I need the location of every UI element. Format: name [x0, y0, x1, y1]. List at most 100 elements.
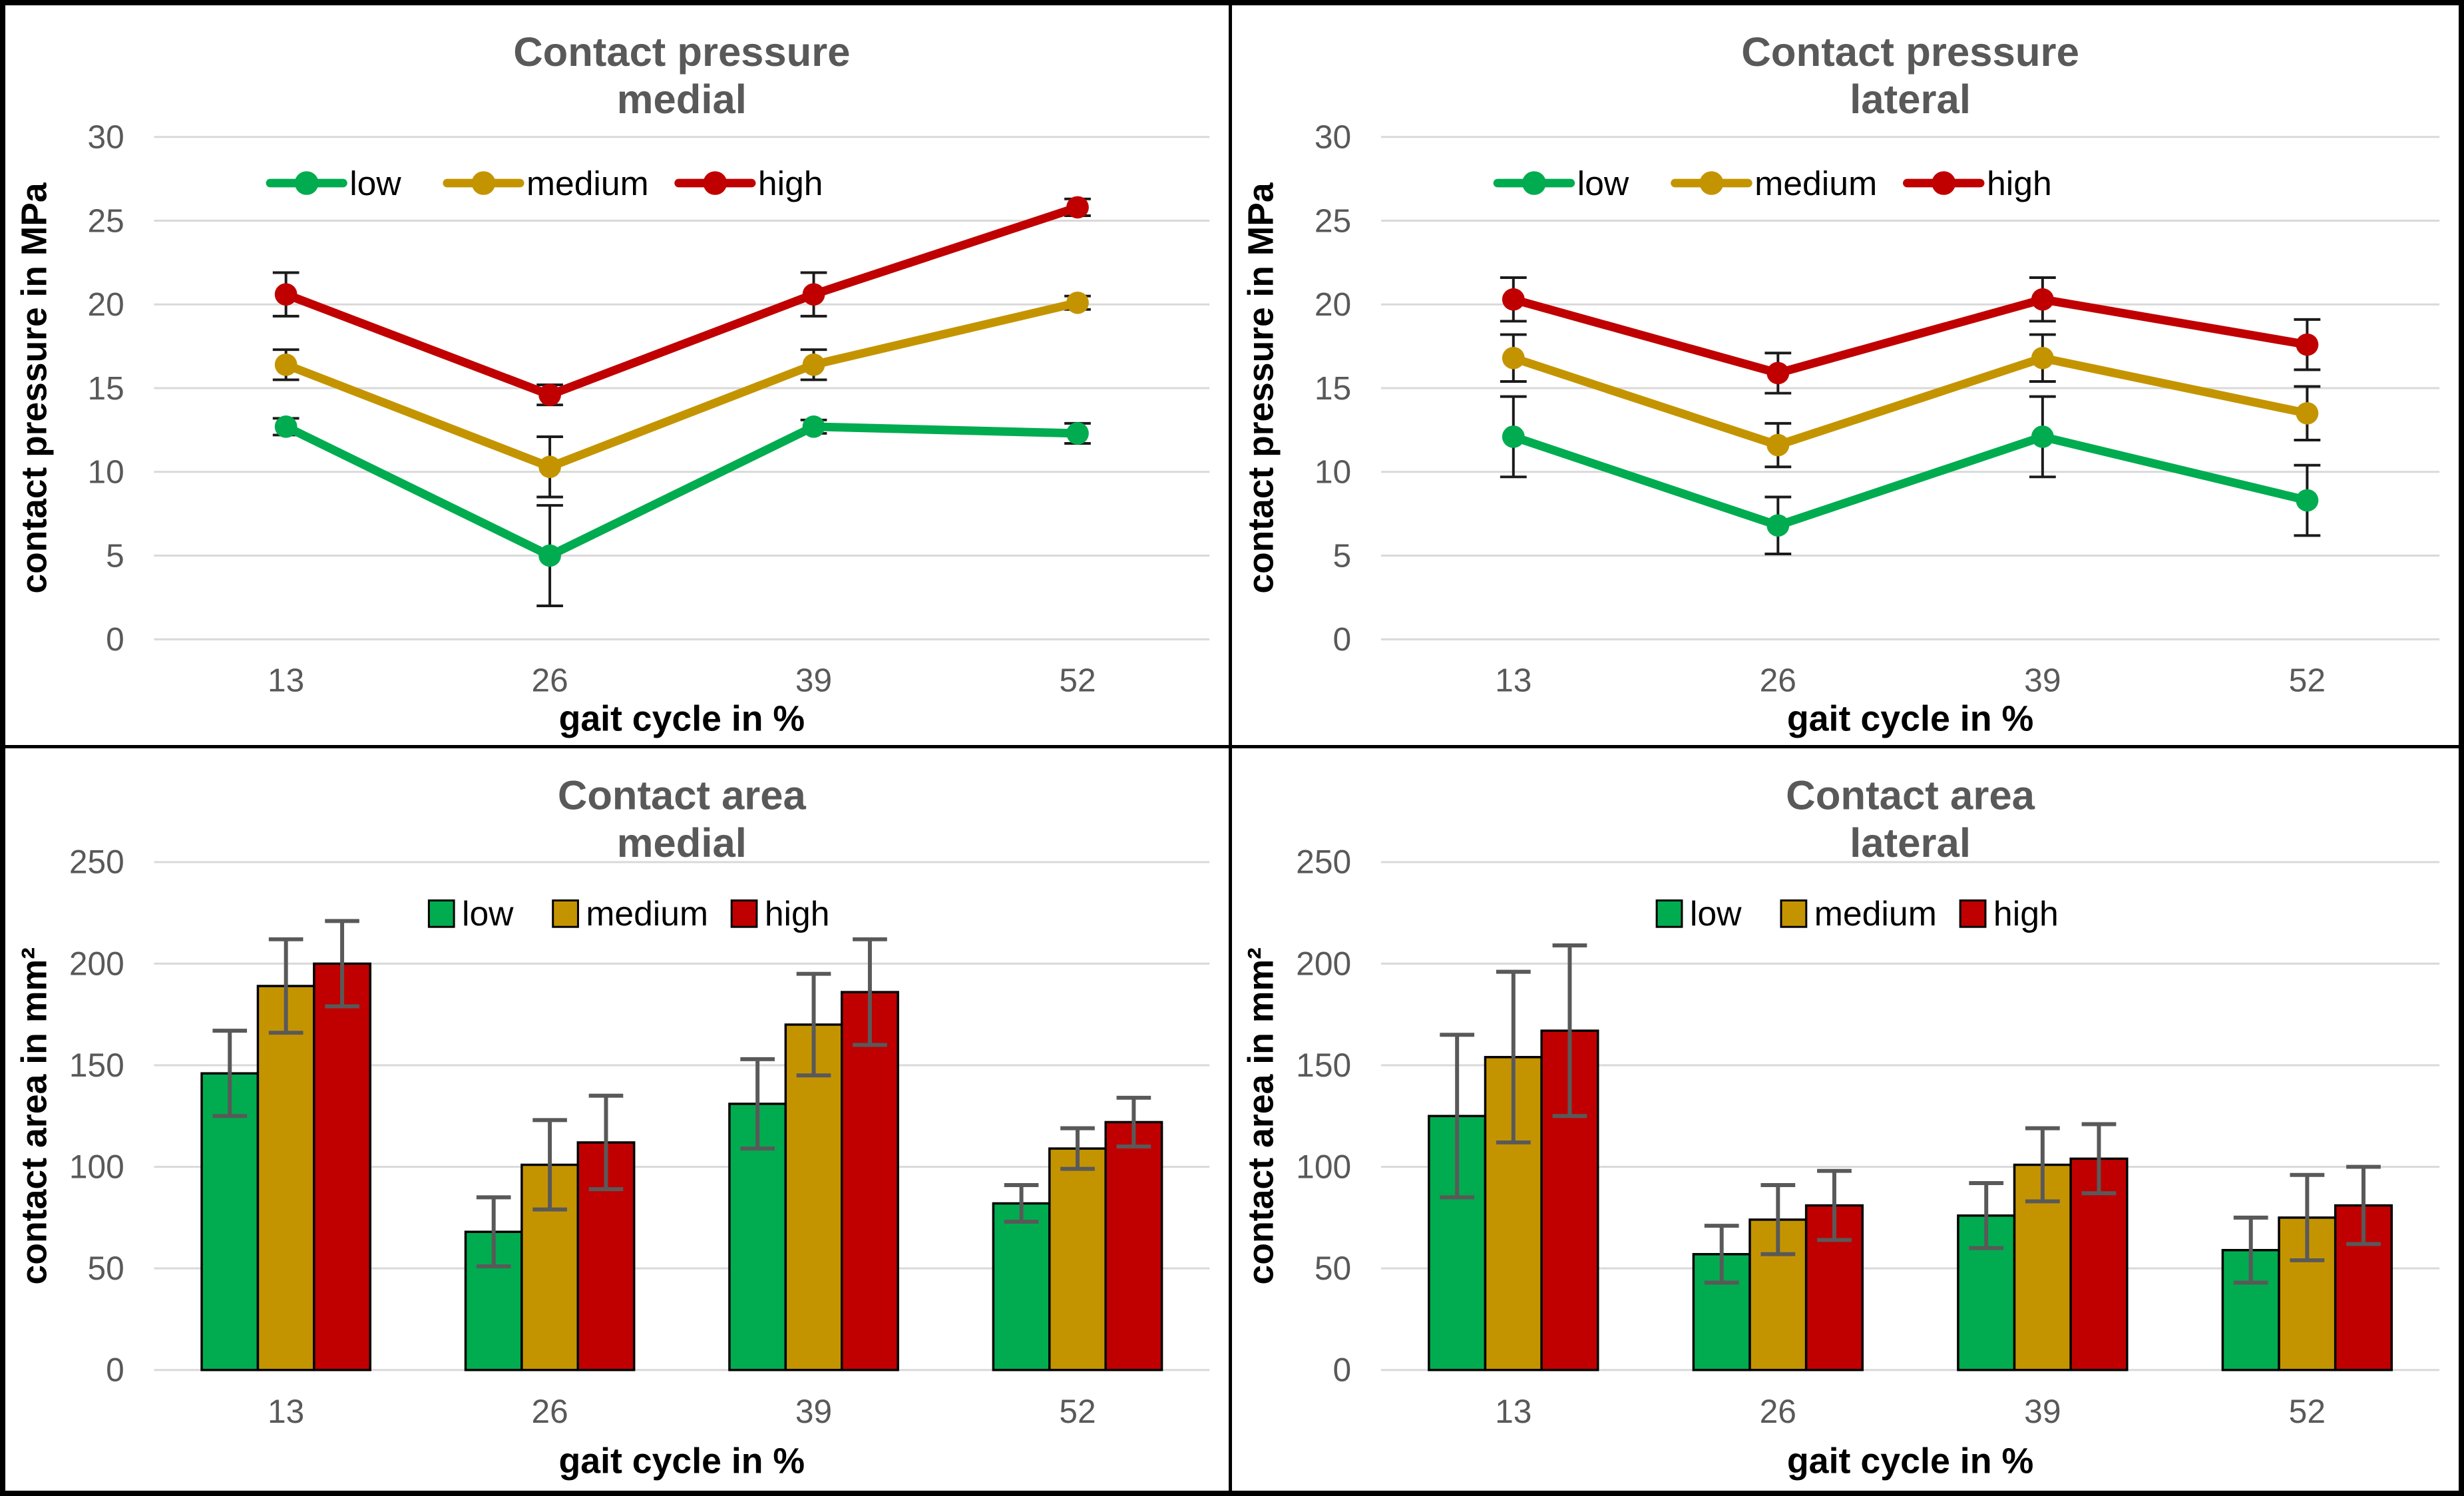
x-tick-label: 13 — [268, 1393, 304, 1430]
bar-high — [840, 990, 899, 1371]
series-line-low — [1509, 432, 2312, 530]
error-bar — [2081, 1122, 2117, 1195]
legend-item: high — [1959, 894, 2059, 933]
x-tick-label: 26 — [531, 1393, 568, 1430]
error-bar — [1496, 969, 1531, 1144]
error-bar — [796, 971, 831, 1077]
series-line-high — [282, 202, 1082, 399]
error-bar — [1704, 1223, 1739, 1284]
error-bar — [2025, 1126, 2060, 1203]
error-bar — [2233, 1215, 2268, 1284]
legend-marker — [294, 171, 319, 195]
bar-medium — [256, 984, 315, 1371]
series-line-low — [282, 422, 1082, 560]
chart-title-line1: Contact pressure — [513, 29, 850, 75]
y-tick-label: 150 — [69, 1046, 124, 1083]
bar-medium — [1048, 1146, 1107, 1371]
error-bar — [1116, 1095, 1151, 1148]
data-point-high — [1066, 196, 1089, 219]
legend-label: high — [1993, 894, 2059, 933]
legend-label: low — [349, 164, 401, 202]
series-line-high — [1509, 295, 2312, 377]
chart-title-line1: Contact area — [1786, 772, 2035, 818]
legend-label: low — [1690, 894, 1742, 933]
x-tick-label: 26 — [531, 662, 568, 698]
y-tick-label: 5 — [106, 537, 124, 574]
error-bar — [588, 1093, 624, 1191]
error-bar — [268, 937, 304, 1035]
x-tick-label: 39 — [795, 1393, 832, 1430]
bar-high — [1104, 1121, 1163, 1371]
y-axis-label: contact area in mm² — [15, 947, 55, 1284]
x-tick-label: 13 — [268, 662, 304, 698]
y-tick-label: 150 — [1296, 1046, 1351, 1083]
data-point-high — [1766, 362, 1790, 385]
legend-marker — [1932, 171, 1956, 195]
y-axis-label: contact pressure in MPa — [15, 182, 54, 593]
legend-label: medium — [1814, 894, 1937, 933]
data-point-high — [1502, 288, 1525, 311]
legend-swatch — [552, 899, 579, 928]
y-axis-label: contact pressure in MPa — [1241, 182, 1281, 593]
error-bar — [212, 1028, 248, 1118]
y-tick-label: 20 — [88, 286, 124, 323]
legend-marker — [471, 171, 496, 195]
error-bar — [1552, 943, 1587, 1118]
series-line-medium — [282, 298, 1082, 471]
x-tick-label: 13 — [1495, 1393, 1532, 1430]
x-tick-label: 39 — [2024, 662, 2061, 699]
error-bar — [325, 918, 359, 1008]
legend-label: low — [1577, 164, 1629, 202]
x-tick-label: 39 — [2024, 1393, 2061, 1430]
legend-marker — [703, 171, 727, 195]
x-tick-label: 52 — [1059, 1393, 1096, 1430]
chart-title-line1: Contact pressure — [1741, 29, 2079, 75]
data-point-low — [2031, 425, 2054, 448]
data-point-medium — [274, 354, 298, 376]
data-point-high — [2296, 333, 2319, 356]
y-tick-label: 30 — [88, 119, 124, 156]
data-point-medium — [2031, 346, 2054, 370]
legend-item: high — [730, 894, 829, 933]
data-point-medium — [1066, 291, 1089, 314]
series-line-medium — [1509, 354, 2312, 449]
chart-title-line1: Contact area — [558, 772, 807, 818]
data-point-low — [2296, 489, 2319, 512]
legend-swatch — [1959, 899, 1987, 928]
y-tick-label: 50 — [1315, 1250, 1351, 1287]
data-point-low — [1766, 514, 1790, 537]
x-tick-label: 52 — [2289, 1393, 2326, 1430]
data-point-low — [1502, 425, 1525, 448]
panel-background — [5, 5, 1229, 745]
panel-background — [1232, 5, 2459, 745]
panel-background — [1232, 748, 2459, 1491]
x-tick-label: 26 — [1760, 662, 1796, 699]
legend-swatch — [427, 899, 455, 928]
y-tick-label: 200 — [1296, 945, 1351, 982]
legend-swatch — [1780, 899, 1808, 928]
x-tick-label: 52 — [1059, 662, 1096, 698]
x-axis-label: gait cycle in % — [559, 700, 805, 739]
data-point-high — [538, 383, 561, 406]
chart-title-line2: lateral — [1850, 820, 1971, 866]
y-tick-label: 100 — [69, 1148, 124, 1185]
legend-label: medium — [1754, 164, 1877, 202]
chart-contact-pressure-lateral: 0 5 10 15 20 25 30 Contact pressure lateral conta… — [1232, 5, 2459, 748]
y-tick-label: 50 — [88, 1250, 124, 1287]
y-tick-label: 30 — [1315, 119, 1351, 156]
error-bar — [853, 937, 887, 1047]
legend-item: medium — [443, 164, 649, 202]
x-axis-label: gait cycle in % — [1787, 699, 2034, 739]
y-tick-label: 0 — [1333, 621, 1352, 658]
data-point-low — [1066, 422, 1089, 445]
chart-contact-pressure-medial: 0 5 10 15 20 25 30 Contact pressure medial contac… — [5, 5, 1232, 748]
y-tick-label: 15 — [88, 370, 124, 407]
bar-high — [313, 962, 371, 1371]
legend-item: high — [674, 164, 823, 202]
chart-contact-area-medial: 0 50 100 150 200 250 Contact area medial contact… — [5, 748, 1232, 1491]
legend-label: medium — [526, 164, 649, 202]
